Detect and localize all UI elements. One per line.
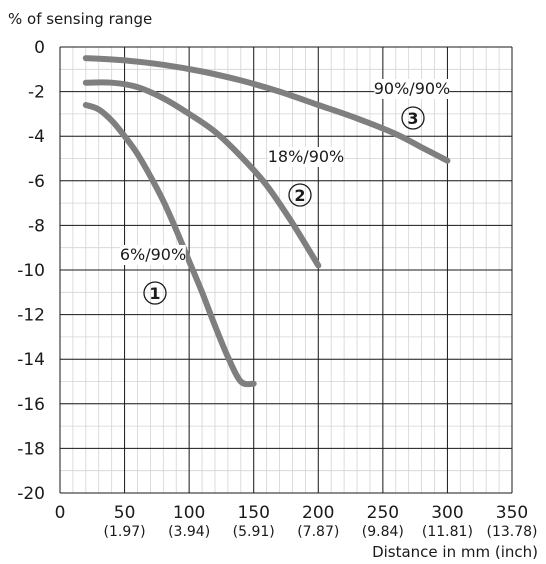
y-tick-label: -10 <box>17 261 45 281</box>
curve-marker-circle-1 <box>143 281 167 305</box>
y-tick-label: -14 <box>17 350 45 370</box>
x-tick-label: 100 <box>173 503 205 523</box>
curve-marker-number-2: 2 <box>294 186 305 205</box>
y-tick-label: -6 <box>28 172 45 192</box>
x-tick-label: 200 <box>302 503 334 523</box>
series-line-3 <box>82 55 451 164</box>
y-tick-label: -20 <box>17 484 45 504</box>
y-tick-label: -18 <box>17 439 45 459</box>
x-tick-sublabel: (7.87) <box>297 524 339 540</box>
x-tick-label: 350 <box>496 503 528 523</box>
x-tick-sublabel: (9.84) <box>362 524 404 540</box>
y-tick-label: -8 <box>28 216 45 236</box>
x-tick-label: 0 <box>55 503 66 523</box>
curve-marker-number-3: 3 <box>407 109 418 128</box>
curve-label-2: 18%/90% <box>268 147 345 166</box>
x-tick-sublabel: (5.91) <box>233 524 275 540</box>
x-tick-sublabel: (13.78) <box>486 524 537 540</box>
curve-marker-circle-3 <box>401 106 425 130</box>
y-tick-label: -2 <box>28 83 45 103</box>
y-tick-label: -12 <box>17 306 45 326</box>
x-tick-label: 300 <box>431 503 463 523</box>
curve-label-bg <box>268 147 344 167</box>
x-tick-label: 150 <box>237 503 269 523</box>
x-tick-sublabel: (11.81) <box>422 524 473 540</box>
curve-label-3: 90%/90% <box>374 79 451 98</box>
curve-marker-number-1: 1 <box>149 284 160 303</box>
x-tick-sublabel: (1.97) <box>104 524 146 540</box>
series-layer <box>82 55 451 388</box>
y-tick-label: 0 <box>34 38 45 58</box>
major-grid <box>59 46 513 494</box>
y-axis-title: % of sensing range <box>8 10 152 28</box>
x-tick-label: 50 <box>114 503 136 523</box>
x-axis-ticks: 0 50(1.97)100(3.94)150(5.91)200(7.87)250(… <box>55 503 538 540</box>
x-tick-sublabel: (3.94) <box>168 524 210 540</box>
y-axis-ticks: 0 -2 -4 -6 -8 -10 -12 -14 -16 -18 -20 <box>17 38 45 504</box>
curve-label-bg <box>374 79 450 99</box>
y-tick-label: -4 <box>28 127 45 147</box>
series-line-2 <box>82 79 322 269</box>
curve-label-1: 6%/90% <box>120 245 186 264</box>
x-axis-title: Distance in mm (inch) <box>372 543 538 561</box>
curve-label-bg <box>120 245 186 265</box>
series-line-1 <box>82 102 257 388</box>
y-tick-label: -16 <box>17 395 45 415</box>
x-tick-label: 250 <box>367 503 399 523</box>
curve-labels: 6%/90% 1 18%/90% 2 90%/90% 3 <box>120 79 451 305</box>
curve-marker-circle-2 <box>288 183 312 207</box>
